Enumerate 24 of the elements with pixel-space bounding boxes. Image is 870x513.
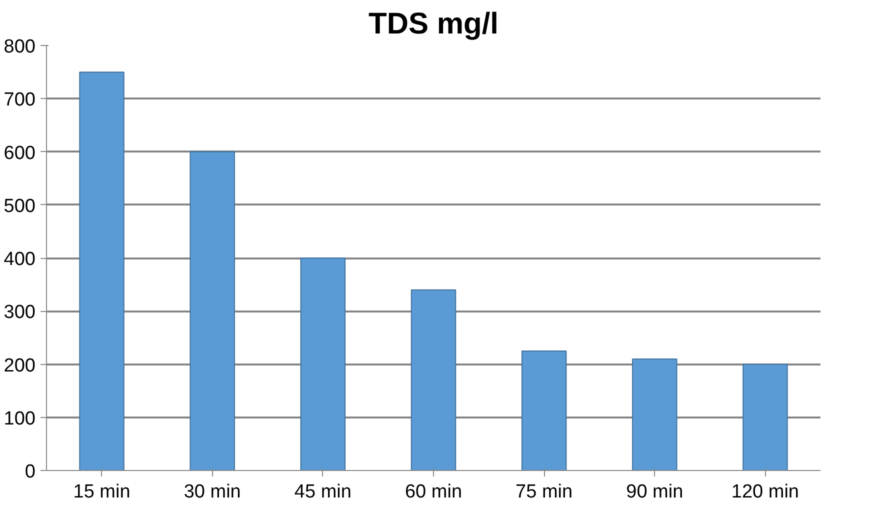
- x-tick-label: 60 min: [404, 482, 462, 502]
- chart-title: TDS mg/l: [368, 8, 499, 40]
- y-tick-label: 800: [4, 36, 36, 58]
- y-tick-label: 600: [4, 142, 36, 164]
- x-tick-label: 15 min: [73, 482, 130, 502]
- bar: [632, 358, 678, 470]
- y-tick-label: 400: [4, 249, 36, 270]
- x-tick-label: 90 min: [626, 482, 684, 502]
- y-tick-label: 700: [4, 90, 36, 111]
- bar: [410, 289, 456, 470]
- y-tick-label: 100: [4, 408, 36, 430]
- y-tick-label: 300: [4, 302, 36, 324]
- bar: [300, 258, 346, 470]
- bar: [190, 151, 235, 470]
- x-tick-label: 120 min: [731, 482, 800, 502]
- bar: [79, 72, 124, 470]
- x-tick-label: 75 min: [516, 482, 573, 502]
- y-tick-label: 200: [4, 355, 36, 376]
- bar: [521, 350, 567, 470]
- bar: [742, 364, 788, 470]
- x-tick-label: 45 min: [294, 482, 352, 502]
- y-tick-label: 500: [4, 196, 36, 217]
- x-tick-label: 30 min: [184, 482, 241, 502]
- y-tick-label: 0: [24, 462, 36, 482]
